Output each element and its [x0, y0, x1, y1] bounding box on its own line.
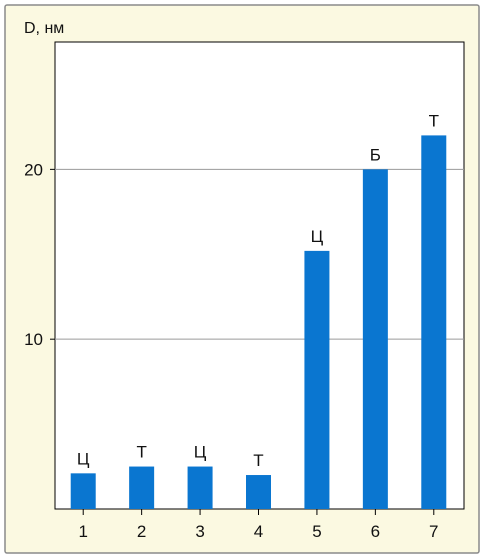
bar-label: Т: [253, 451, 263, 470]
bar-7: [421, 135, 447, 509]
bar-label: Т: [429, 111, 439, 130]
bar-1: [70, 473, 96, 509]
axes: [50, 168, 435, 515]
x-tick-label: 3: [195, 522, 204, 541]
y-axis-label: D, нм: [24, 20, 64, 37]
plot-area: [54, 41, 465, 510]
bar-2: [129, 466, 155, 509]
bar-label: Т: [136, 443, 146, 462]
x-tick-label: 7: [429, 522, 438, 541]
labels: 10 20 Ц 1 Т 2 Ц 3 Т 4 Ц 5 Б 6 Т 7: [24, 111, 439, 541]
x-tick-label: 4: [254, 522, 263, 541]
x-tick-label: 2: [137, 522, 146, 541]
x-tick-label: 6: [371, 522, 380, 541]
bar-6: [362, 169, 388, 509]
bar-3: [187, 466, 213, 509]
bar-4: [246, 475, 271, 509]
y-tick-label: 10: [24, 330, 43, 349]
bars: [70, 135, 447, 510]
bar-5: [304, 250, 330, 510]
x-tick-label: 1: [78, 522, 87, 541]
bar-label: Б: [370, 145, 381, 164]
bar-label: Ц: [311, 227, 324, 246]
bar-label: Ц: [77, 449, 90, 468]
y-tick-label: 20: [24, 160, 43, 179]
bar-label: Ц: [194, 443, 207, 462]
gridlines: [55, 168, 464, 340]
x-tick-label: 5: [312, 522, 321, 541]
